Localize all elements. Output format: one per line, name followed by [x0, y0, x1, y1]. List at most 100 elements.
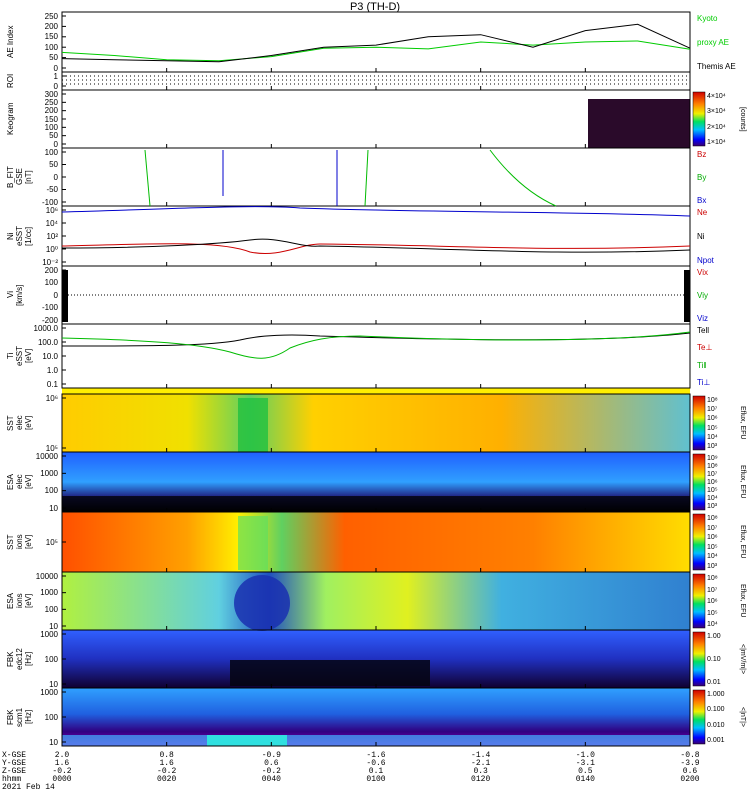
- footer-xgse: X-GSE: [2, 751, 27, 760]
- colorbar-tick: 1.000: [707, 691, 725, 698]
- vi-left-bar: [62, 270, 68, 322]
- ytick-label: -200: [41, 315, 58, 325]
- ylabel-line: edc12: [15, 648, 24, 670]
- footer-ygse: Y-GSE: [2, 759, 27, 768]
- keogram-data: [588, 99, 690, 148]
- footer-column-5: -1.0 -3.1 0.5 0140: [565, 752, 605, 784]
- plot-title: P3 (TH-D): [349, 1, 401, 13]
- footer-column-4: -1.4 -2.1 0.3 0120: [461, 752, 501, 784]
- panel-frame-ni: [61, 205, 691, 267]
- ylabel-keogram: Keogram: [6, 90, 15, 148]
- ylabel-line: [eV]: [24, 534, 33, 550]
- ylabel-line: Keogram: [6, 102, 15, 136]
- spectrogram-esa_i: [62, 572, 690, 630]
- ytick-label: 10⁰: [45, 244, 58, 254]
- footer-value-x: -1.6: [366, 751, 386, 760]
- ytick-label: 10000: [35, 571, 58, 581]
- legend-ti-3: Ti⊥: [697, 378, 711, 387]
- ytick-label: 50: [49, 131, 58, 141]
- ytick-label: 0: [53, 139, 58, 149]
- panel-frame-ti: [61, 323, 691, 389]
- ylabel-line: [eV]: [24, 415, 33, 431]
- footer-value-t: 0000: [52, 775, 72, 784]
- ylabel-esa_e: ESA elec [eV]: [6, 452, 33, 512]
- ytick-label: 0.1: [46, 379, 58, 389]
- ylabel-line: [nT]: [24, 170, 33, 184]
- footer-column-3: -1.6 -0.6 0.1 0100: [356, 752, 396, 784]
- footer-value-z: 0.6: [682, 767, 698, 776]
- legend-ni-1: Ni: [697, 232, 705, 241]
- ylabel-line: ROI: [6, 73, 15, 89]
- colorbar-tick: 10³: [707, 563, 718, 570]
- ylabel-line: Vi: [6, 291, 15, 299]
- ytick-label: 0: [53, 63, 58, 73]
- colorbar-label-fbk_e: <|mV/m|>: [739, 643, 746, 675]
- footer-column-1: 0.8 1.6 -0.2 0020: [147, 752, 187, 784]
- ylabel-ti: Ti eSST [eV]: [6, 324, 33, 388]
- footer-value-z: 0.3: [473, 767, 488, 776]
- colorbar-tick: 10⁵: [707, 609, 718, 617]
- ylabel-line: [km/s]: [15, 284, 24, 306]
- ylabel-line: ions: [15, 593, 24, 609]
- colorbar-label-sst_e: Eflux, EFU: [739, 406, 746, 440]
- footer-value-t: 0200: [680, 775, 700, 784]
- footer-value-t: 0140: [575, 775, 595, 784]
- colorbar-tick: 10⁴: [707, 553, 718, 561]
- sst-i-feature: [238, 516, 268, 570]
- ylabel-line: Ti: [6, 352, 15, 360]
- colorbar-tick: 10⁸: [707, 515, 718, 522]
- ytick-label: 10: [49, 679, 58, 689]
- sst-e-feature: [238, 398, 268, 452]
- ylabel-line: elec: [15, 474, 24, 490]
- legend-ni-0: Ne: [697, 208, 708, 217]
- colorbar-tick: 10³: [707, 443, 718, 450]
- ne-trace: [61, 243, 691, 254]
- by-trace-2: [364, 149, 369, 207]
- colorbar-tick: 10⁵: [707, 543, 718, 551]
- colorbar-tick: 10⁵: [707, 487, 718, 494]
- ylabel-ni: Ni eSST [1/cc]: [6, 206, 33, 266]
- colorbar-label-esa_e: Eflux, EFU: [739, 465, 746, 499]
- colorbar-sst_i: [692, 513, 706, 571]
- colorbar-fbk_b: [692, 689, 706, 745]
- colorbar-tick: 0.10: [707, 656, 721, 663]
- ytick-label: 10⁵: [45, 537, 58, 547]
- colorbar-tick: 10⁴: [707, 433, 718, 441]
- footer-value-x: -1.0: [575, 751, 595, 760]
- ylabel-line: [Hz]: [24, 709, 33, 725]
- footer-value-x: 0.8: [159, 751, 174, 760]
- ytick-label: 1: [53, 71, 58, 81]
- ylabel-line: eSST: [15, 226, 24, 247]
- ytick-label: 1000.0: [33, 323, 58, 333]
- colorbar-tick: 0.001: [707, 737, 725, 744]
- ytick-label: 300: [44, 89, 58, 99]
- ytick-label: 10⁻²: [42, 257, 58, 267]
- ylabel-line: GSE: [15, 168, 24, 186]
- ylabel-line: ESA: [6, 593, 15, 610]
- colorbar-label-keogram: [counts]: [739, 106, 746, 132]
- fbk-e-dark-region: [230, 660, 430, 686]
- footer-value-t: 0040: [261, 775, 281, 784]
- ylabel-line: [eV]: [24, 348, 33, 364]
- footer-value-y: -3.1: [575, 759, 595, 768]
- colorbar-tick: 10⁸: [707, 397, 718, 404]
- colorbar-tick: 10⁹: [707, 455, 718, 462]
- footer-zgse: Z-GSE: [2, 767, 27, 776]
- colorbar-tick: 4×10⁴: [707, 93, 726, 100]
- ytick-label: 1000: [40, 468, 58, 478]
- colorbar-tick: 2×10⁴: [707, 123, 726, 131]
- esa-e-dark-band: [62, 496, 690, 512]
- ylabel-line: [Hz]: [24, 651, 33, 667]
- colorbar-tick: 1.00: [707, 633, 721, 640]
- colorbar-tick: 10⁶: [707, 534, 718, 542]
- colorbar-tick: 10⁷: [707, 471, 718, 478]
- ytick-label: 250: [44, 97, 58, 107]
- footer-value-y: 0.6: [264, 759, 279, 768]
- colorbar-esa_i: [692, 573, 706, 629]
- panel-frame-vi: [61, 265, 691, 325]
- ylabel-ae: AE Index: [6, 12, 15, 72]
- footer-value-y: 1.6: [159, 759, 174, 768]
- ytick-label: -100: [41, 303, 58, 312]
- footer-hhmm: hhmm: [2, 775, 22, 784]
